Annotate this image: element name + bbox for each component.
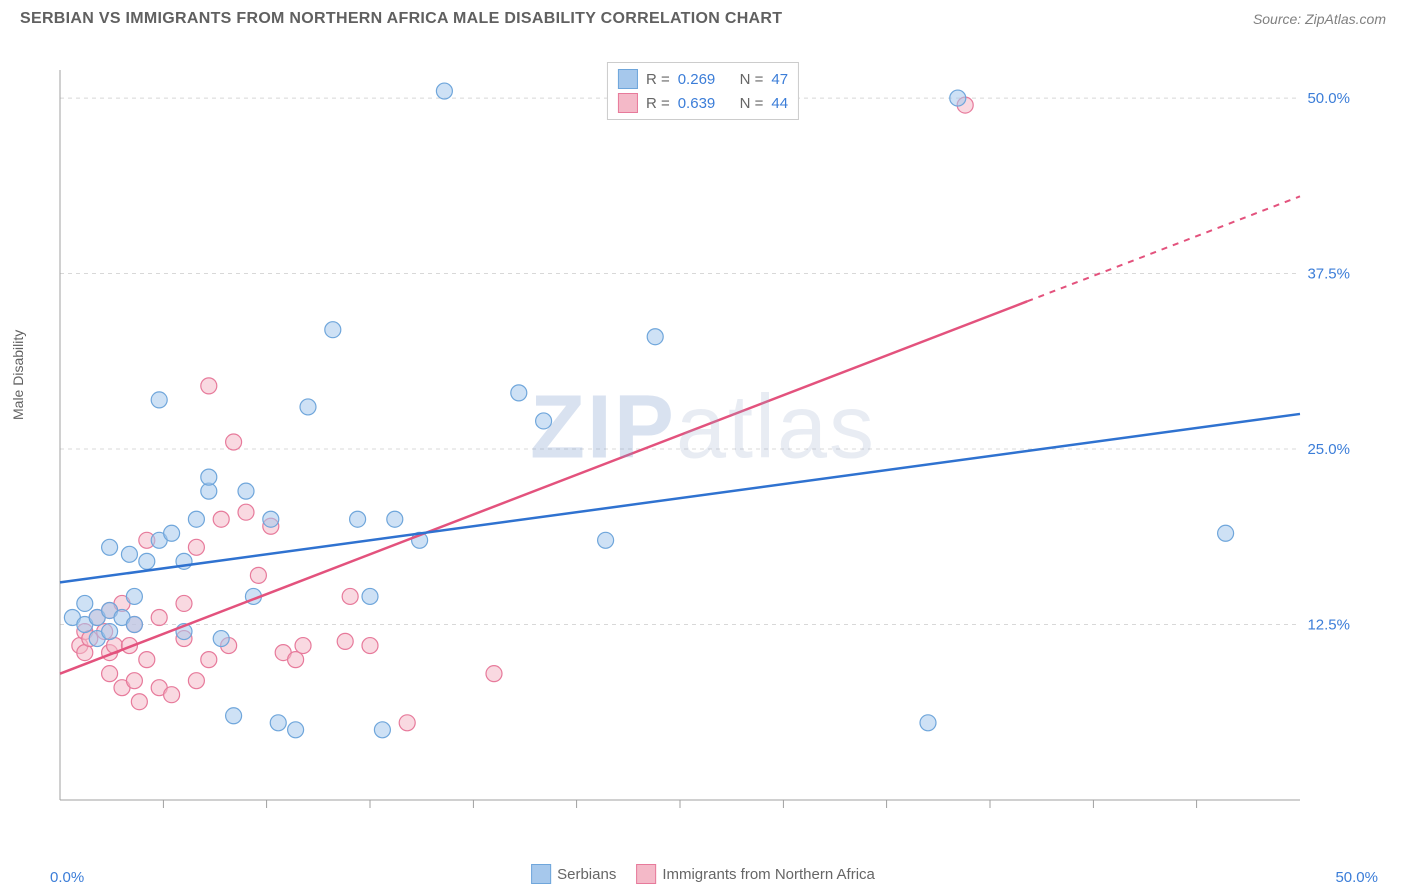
swatch-serbians-bottom xyxy=(531,864,551,884)
legend-item-serbians: Serbians xyxy=(531,864,616,884)
chart-plot-area: 12.5% 25.0% 37.5% 50.0% xyxy=(50,60,1380,820)
scatter-chart-svg: 12.5% 25.0% 37.5% 50.0% xyxy=(50,60,1380,820)
legend-row-immigrants: R = 0.639 N = 44 xyxy=(618,91,788,115)
svg-text:12.5%: 12.5% xyxy=(1307,617,1350,634)
svg-text:37.5%: 37.5% xyxy=(1307,266,1350,283)
series-legend: Serbians Immigrants from Northern Africa xyxy=(531,864,875,884)
legend-row-serbians: R = 0.269 N = 47 xyxy=(618,67,788,91)
chart-title: SERBIAN VS IMMIGRANTS FROM NORTHERN AFRI… xyxy=(20,10,782,28)
x-axis-max-label: 50.0% xyxy=(1335,869,1378,886)
y-axis-label: Male Disability xyxy=(10,330,26,420)
svg-text:25.0%: 25.0% xyxy=(1307,441,1350,458)
source-attribution: Source: ZipAtlas.com xyxy=(1253,11,1386,27)
svg-text:50.0%: 50.0% xyxy=(1307,90,1350,107)
swatch-immigrants-bottom xyxy=(636,864,656,884)
legend-item-immigrants: Immigrants from Northern Africa xyxy=(636,864,875,884)
correlation-legend: R = 0.269 N = 47 R = 0.639 N = 44 xyxy=(607,62,799,120)
x-axis-origin-label: 0.0% xyxy=(50,869,84,886)
swatch-serbians xyxy=(618,69,638,89)
swatch-immigrants xyxy=(618,93,638,113)
